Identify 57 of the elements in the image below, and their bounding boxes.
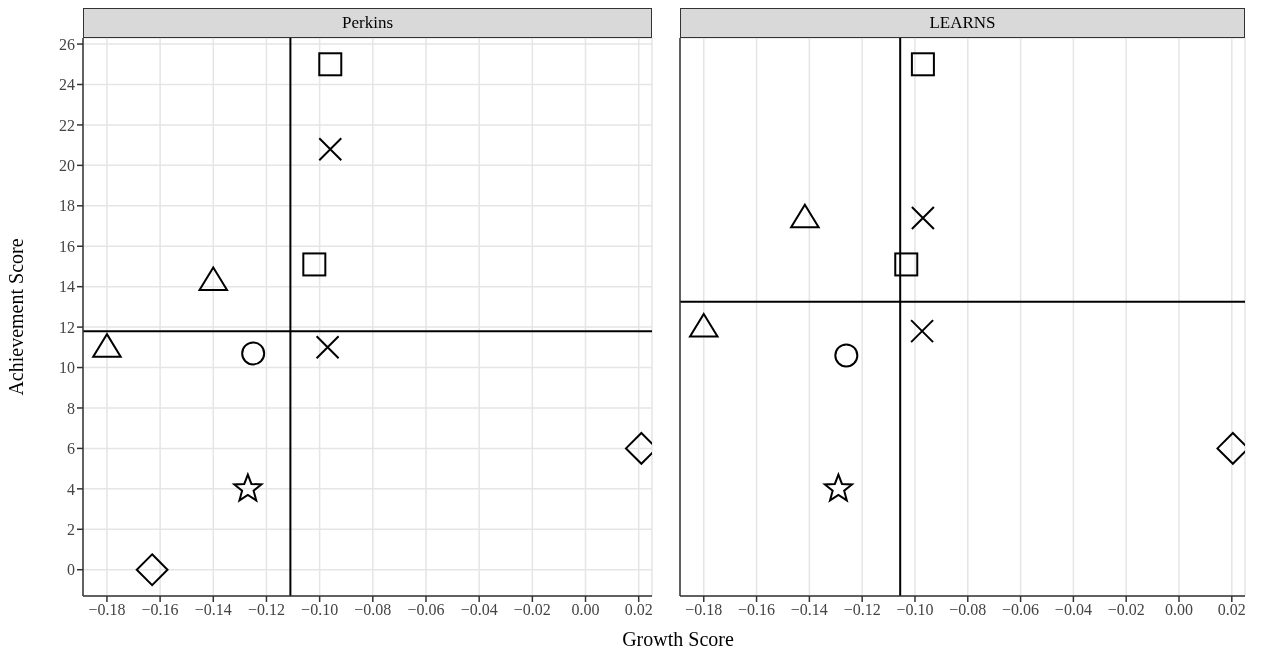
x-tick-label: 0.00 — [571, 601, 600, 619]
y-tick-label: 0 — [67, 561, 75, 579]
point — [241, 341, 266, 366]
x-tick-label: −0.16 — [738, 601, 776, 619]
x-tick-label: −0.08 — [949, 601, 987, 619]
y-tick-label: 20 — [59, 157, 75, 175]
y-tick-label: 2 — [67, 520, 75, 538]
x-tick-label: −0.04 — [460, 601, 498, 619]
x-tick-label: −0.06 — [1002, 601, 1040, 619]
x-tick-label: 0.02 — [1217, 601, 1246, 619]
y-tick-label: 16 — [59, 237, 75, 255]
x-tick-label: −0.06 — [407, 601, 445, 619]
chart-title: Perkins — [83, 8, 652, 38]
point — [689, 312, 719, 338]
x-tick-label: −0.12 — [843, 601, 881, 619]
point — [823, 473, 854, 502]
point — [198, 266, 229, 291]
y-tick-label: 4 — [67, 480, 75, 498]
point — [790, 203, 820, 229]
x-tick-label: −0.02 — [513, 601, 551, 619]
chart-title: LEARNS — [680, 8, 1245, 38]
x-tick-label: −0.10 — [301, 601, 339, 619]
point — [894, 252, 919, 277]
y-tick-label: 10 — [59, 359, 75, 377]
point — [910, 319, 935, 344]
x-axis-title: Growth Score — [621, 628, 735, 651]
x-tick-label: −0.12 — [247, 601, 285, 619]
y-tick-label: 24 — [59, 76, 75, 94]
x-tick-label: 0.02 — [624, 601, 653, 619]
y-tick-label: 14 — [59, 278, 75, 296]
point — [910, 205, 935, 230]
point — [318, 137, 343, 162]
y-tick-label: 22 — [59, 116, 75, 134]
y-tick-label: 18 — [59, 197, 75, 215]
y-tick-label: 6 — [67, 440, 75, 458]
point — [910, 52, 935, 77]
point — [233, 473, 263, 502]
point — [135, 553, 169, 587]
x-tick-label: −0.14 — [790, 601, 828, 619]
x-tick-label: 0.00 — [1165, 601, 1193, 619]
y-tick-label: 26 — [59, 35, 75, 53]
x-tick-label: −0.04 — [1054, 601, 1092, 619]
y-tick-label: 8 — [67, 399, 75, 417]
x-tick-label: −0.14 — [194, 601, 232, 619]
x-tick-label: −0.10 — [896, 601, 934, 619]
x-tick-label: −0.18 — [88, 601, 126, 619]
x-tick-label: −0.18 — [685, 601, 723, 619]
x-tick-label: −0.02 — [1107, 601, 1145, 619]
y-tick-label: 12 — [59, 318, 75, 336]
point — [315, 335, 340, 360]
y-axis-title: Achievement Score — [5, 238, 28, 396]
x-tick-label: −0.08 — [354, 601, 392, 619]
point — [318, 52, 343, 77]
point — [92, 333, 122, 358]
point — [302, 252, 327, 277]
point — [834, 343, 859, 368]
x-tick-label: −0.16 — [141, 601, 179, 619]
